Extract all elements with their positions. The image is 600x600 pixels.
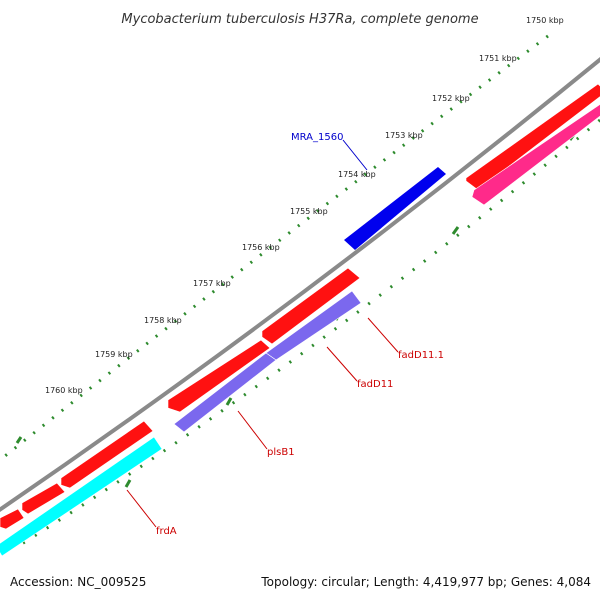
gene-label-plsB1[interactable]: plsB1 — [267, 447, 295, 458]
tick-label: 1752 kbp — [432, 94, 470, 103]
reverse-strand-track — [0, 103, 600, 557]
topology-info: Topology: circular; Length: 4,419,977 bp… — [261, 575, 591, 589]
tick-label: 1756 kbp — [242, 243, 280, 252]
tick-label: 1758 kbp — [144, 316, 182, 325]
tick-label: 1750 kbp — [526, 16, 564, 25]
gene-label-MRA-1560[interactable]: MRA_1560 — [291, 132, 343, 143]
tick-label: 1760 kbp — [45, 386, 83, 395]
tick-label: 1757 kbp — [193, 279, 231, 288]
tick-label: 1759 kbp — [95, 350, 133, 359]
gene-arrow-fadD11[interactable] — [173, 352, 277, 433]
gene-arrow[interactable] — [0, 508, 25, 530]
map-title: Mycobacterium tuberculosis H37Ra, comple… — [121, 12, 478, 27]
gene-arrow[interactable] — [21, 482, 66, 515]
gene-label-fadD11[interactable]: fadD11 — [357, 379, 393, 390]
gene-arrow[interactable] — [261, 267, 361, 345]
gene-arrow[interactable] — [471, 103, 600, 206]
gene-arrow[interactable] — [167, 339, 271, 413]
gene-arrow[interactable] — [465, 83, 600, 191]
gene-label-fadD11-1[interactable]: fadD11.1 — [398, 350, 444, 361]
gene-arrow[interactable] — [60, 420, 154, 489]
tick-label: 1751 kbp — [479, 54, 517, 63]
kbp-labels: 1750 kbp 1751 kbp 1752 kbp 1753 kbp 1754… — [45, 16, 564, 395]
forward-strand-track — [0, 83, 600, 530]
accession-info: Accession: NC_009525 — [10, 575, 147, 589]
gene-arrow-frdA[interactable] — [0, 436, 163, 557]
label-leaders — [126, 139, 399, 528]
tick-label: 1755 kbp — [290, 207, 328, 216]
tick-label: 1754 kbp — [338, 170, 376, 179]
gene-arrow-MRA-1560[interactable] — [344, 167, 446, 250]
gene-label-frdA[interactable]: frdA — [156, 526, 177, 537]
genome-backbone — [0, 57, 600, 513]
tick-label: 1753 kbp — [385, 131, 423, 140]
